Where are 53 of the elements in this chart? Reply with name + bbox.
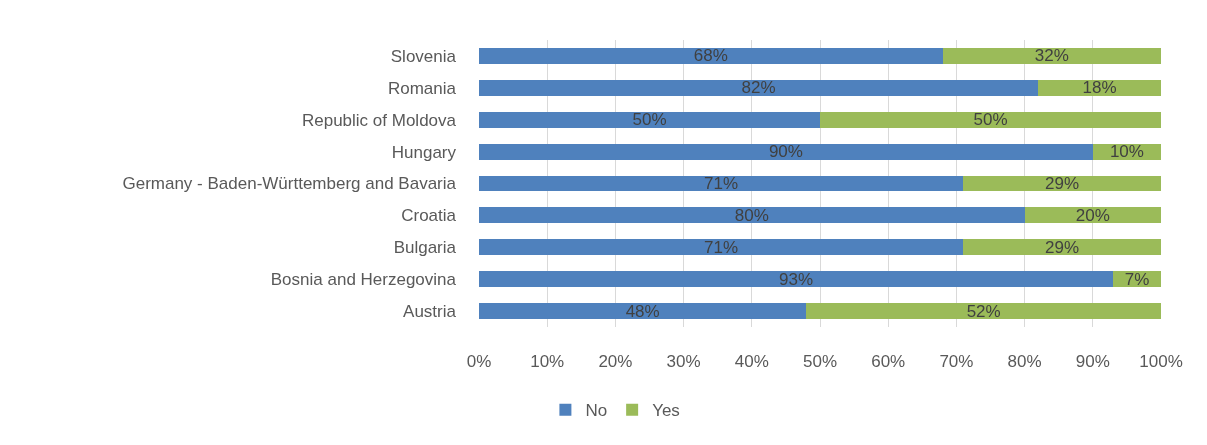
data-label: 80% (734, 205, 769, 225)
y-tick-label: Bulgaria (393, 238, 457, 258)
data-label: 7% (1124, 269, 1150, 289)
bar (806, 303, 1161, 320)
legend-label: No (585, 401, 608, 421)
x-tick-label: 80% (1007, 352, 1042, 371)
x-tick-label: 40% (734, 352, 769, 371)
y-tick-label: Germany - Baden-Württemberg and Bavaria (122, 174, 457, 194)
data-label: 82% (741, 78, 776, 98)
bar (479, 175, 964, 192)
x-tick-label: 60% (871, 352, 906, 371)
y-tick-label: Bosnia and Herzegovina (270, 270, 457, 290)
y-tick-label: Croatia (401, 206, 457, 226)
bar (479, 79, 1039, 96)
y-tick-label: Republic of Moldova (301, 110, 457, 130)
bar (479, 303, 807, 320)
y-tick-label: Austria (403, 302, 457, 322)
bar (479, 207, 1025, 224)
bar (479, 143, 1093, 160)
x-tick-label: 70% (939, 352, 974, 371)
data-label: 93% (779, 269, 814, 289)
x-tick-label: 10% (530, 352, 565, 371)
data-label: 68% (693, 46, 728, 66)
data-label: 18% (1082, 78, 1117, 98)
x-tick-label: 30% (666, 352, 701, 371)
data-label: 90% (768, 142, 803, 162)
x-tick-label: 100% (1139, 352, 1183, 371)
data-label: 50% (632, 110, 667, 130)
bar (963, 239, 1161, 256)
bar (479, 271, 1114, 288)
bar (479, 239, 964, 256)
x-tick-label: 90% (1075, 352, 1110, 371)
data-label: 48% (625, 301, 660, 321)
bar (942, 47, 1161, 64)
data-label: 32% (1034, 46, 1069, 66)
y-tick-label: Hungary (391, 142, 457, 162)
bar (820, 111, 1161, 128)
data-label: 20% (1075, 205, 1110, 225)
data-label: 50% (973, 110, 1008, 130)
y-tick-label: Slovenia (390, 46, 457, 66)
bar (479, 47, 943, 64)
data-label: 71% (704, 174, 739, 193)
bar (479, 111, 820, 128)
x-tick-label: 20% (598, 352, 633, 371)
data-label: 71% (704, 237, 739, 257)
data-label: 52% (966, 301, 1001, 321)
data-label: 10% (1109, 142, 1144, 162)
x-tick-label: 0% (466, 352, 492, 371)
x-tick-label: 50% (802, 352, 838, 371)
legend-label: Yes (652, 401, 680, 421)
y-tick-label: Romania (387, 78, 457, 98)
data-label: 29% (1045, 174, 1080, 193)
data-label: 29% (1045, 237, 1080, 257)
